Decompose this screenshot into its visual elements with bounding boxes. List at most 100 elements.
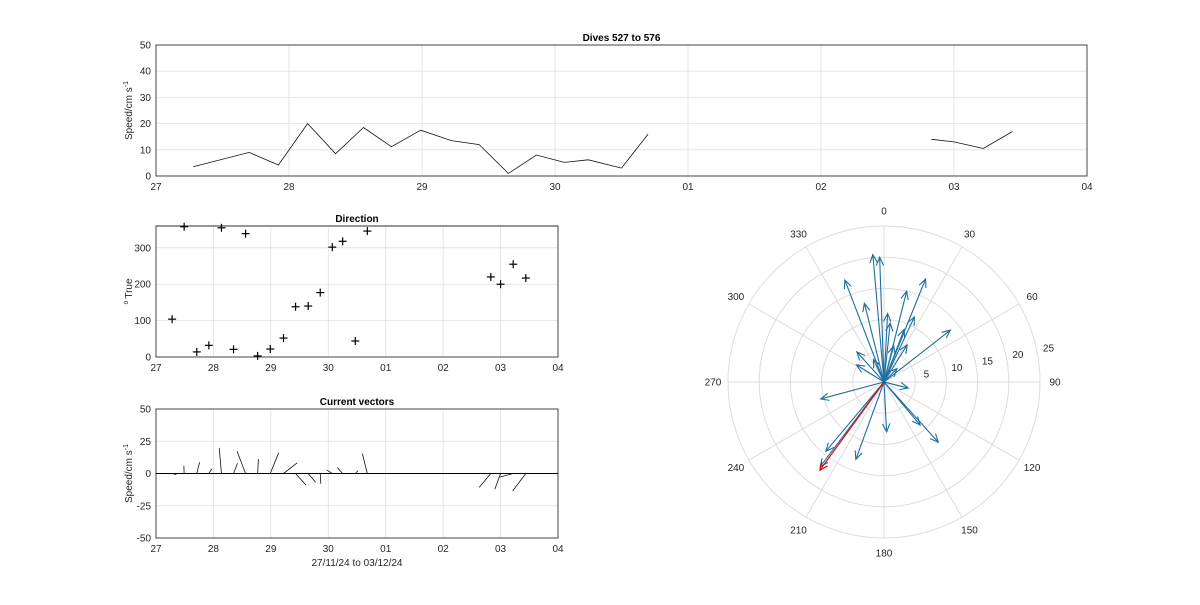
x-tick-label: 03 xyxy=(948,182,960,193)
current-arrow-shaft xyxy=(825,381,885,452)
current-arrow-shaft xyxy=(879,257,885,383)
current-vector-stick xyxy=(236,451,246,474)
theta-tick-label: 60 xyxy=(1027,292,1039,303)
current-arrow-head xyxy=(869,253,878,264)
current-arrow-head xyxy=(854,450,863,461)
direction-point xyxy=(304,302,313,311)
x-tick-label: 30 xyxy=(323,363,335,374)
y-axis-label-text: Speed/cm s xyxy=(124,450,135,503)
speed-series-line xyxy=(931,131,1013,149)
current-arrow xyxy=(883,321,894,383)
current-arrow-shaft xyxy=(883,381,921,426)
axes-frame xyxy=(155,44,1088,177)
current-vector-stick xyxy=(307,473,316,483)
current-vector-stick xyxy=(295,473,307,486)
speed-series-line xyxy=(193,122,649,174)
current-vector-stick xyxy=(478,473,492,488)
y-axis-label-sup: -1 xyxy=(123,81,130,87)
current-arrow-shaft xyxy=(883,322,891,383)
current-arrow-shaft xyxy=(883,313,889,383)
current-vector-stick xyxy=(171,473,177,475)
r-tick-label: 15 xyxy=(982,356,994,367)
current-arrow xyxy=(843,278,885,383)
current-arrow xyxy=(883,381,921,427)
current-arrow xyxy=(883,315,915,383)
theta-tick-label: 270 xyxy=(705,378,722,389)
polar-spoke xyxy=(748,303,885,383)
axes-border xyxy=(155,225,559,358)
current-vector-stick xyxy=(196,462,200,474)
y-axis-label-text: True xyxy=(124,278,135,299)
direction-point xyxy=(521,274,530,283)
theta-tick-label: 120 xyxy=(1024,463,1041,474)
current-arrow xyxy=(872,358,885,383)
x-tick-label: 01 xyxy=(380,544,392,555)
x-tick-label: 02 xyxy=(438,363,450,374)
current-arrow-head xyxy=(888,367,898,378)
current-arrow-shaft xyxy=(883,345,895,383)
direction-point xyxy=(316,288,325,297)
current-vector-stick xyxy=(512,473,527,492)
current-arrow xyxy=(882,381,891,434)
current-arrow-shaft xyxy=(855,381,885,460)
current-arrow-shaft xyxy=(844,279,885,383)
direction-point xyxy=(253,351,262,360)
current-arrow-head xyxy=(907,315,915,326)
current-arrow-head xyxy=(875,255,885,266)
current-arrow-shaft xyxy=(883,278,927,383)
polar-spoke xyxy=(883,381,1020,461)
current-arrow xyxy=(883,367,898,383)
x-axis-label: 27/11/24 to 03/12/24 xyxy=(311,558,402,569)
y-axis-label: Speed/cm s-1 xyxy=(123,444,135,503)
x-tick-label: 04 xyxy=(552,544,564,555)
current-vector-stick xyxy=(269,452,280,474)
current-arrow-shaft xyxy=(883,316,915,383)
theta-tick-label: 180 xyxy=(876,549,893,560)
direction-point xyxy=(192,347,201,356)
x-tick-label: 03 xyxy=(495,544,507,555)
current-arrow-head xyxy=(887,344,896,355)
current-arrow xyxy=(855,364,885,383)
current-arrow-head xyxy=(882,423,891,434)
polar-spoke xyxy=(805,246,885,383)
x-tick-label: 30 xyxy=(323,544,335,555)
x-tick-label: 29 xyxy=(416,182,428,193)
direction-point xyxy=(291,302,300,311)
polar-spoke xyxy=(748,381,885,461)
direction-point xyxy=(266,344,275,353)
polar-spoke xyxy=(883,303,1020,383)
y-axis-label-sup: -1 xyxy=(123,444,130,450)
mean-current-arrow xyxy=(819,381,885,472)
chart-title: Direction xyxy=(335,214,378,225)
theta-tick-label: 150 xyxy=(961,526,978,537)
polar-axes: 0 30 60 90 120 150 180 210 240 270 300 330 5 10 15 20 25 xyxy=(705,207,1061,560)
x-tick-label: 29 xyxy=(265,544,277,555)
r-tick-label: 5 xyxy=(924,369,930,380)
current-arrow-head xyxy=(900,289,909,301)
current-arrow xyxy=(883,343,908,383)
current-arrow-head xyxy=(911,416,921,427)
theta-tick-label: 0 xyxy=(881,207,887,218)
direction-point xyxy=(486,272,495,281)
polar-spoke xyxy=(805,381,885,518)
x-tick-label: 27 xyxy=(150,544,162,555)
theta-tick-label: 30 xyxy=(964,229,976,240)
x-tick-label: 04 xyxy=(1081,182,1093,193)
current-arrow-shaft xyxy=(820,381,885,400)
current-vector-stick xyxy=(319,473,322,484)
theta-tick-label: 300 xyxy=(728,292,745,303)
current-arrow-head xyxy=(941,329,952,339)
current-vector-stick xyxy=(233,463,238,474)
x-tick-label: 04 xyxy=(552,363,564,374)
mean-current-arrow-shaft xyxy=(819,381,885,471)
current-arrow-shaft xyxy=(863,303,885,383)
current-arrow xyxy=(883,277,927,383)
polar-spoke xyxy=(883,246,963,383)
direction-point xyxy=(217,223,226,232)
polar-spoke xyxy=(883,381,963,518)
current-arrow-shaft xyxy=(883,381,888,432)
current-vector-stick xyxy=(494,473,501,490)
y-tick-label: 100 xyxy=(134,316,151,327)
x-tick-label: 28 xyxy=(208,544,220,555)
theta-tick-label: 330 xyxy=(790,229,807,240)
